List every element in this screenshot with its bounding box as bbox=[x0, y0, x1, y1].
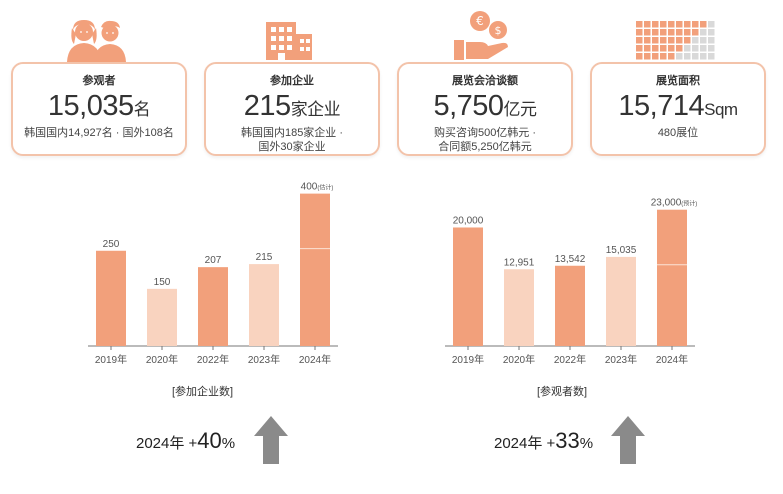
stat-subtext: 韩国国内185家企业 · bbox=[240, 127, 344, 139]
companies-chart-title: [参加企业数] bbox=[172, 386, 234, 398]
stat-value: 215家企业 bbox=[243, 90, 341, 122]
stat-subtext: 韩国国内14,927名 · 国外108名 bbox=[24, 127, 174, 139]
companies-bar-chart: 250 2019年 150 2020年 207 2022年 215 2023年 400(估计) 2… bbox=[80, 168, 340, 376]
bar-2023年 bbox=[249, 264, 279, 346]
stat-subtext: 购买咨询500亿韩元 · bbox=[433, 127, 537, 139]
stat-subtext-2: 国外30家企业 bbox=[258, 141, 326, 153]
stat-value: 15,714Sqm bbox=[618, 90, 738, 122]
stat-card-visitors: 参观者 15,035名 韩国国内14,927名 · 国外108名 bbox=[11, 62, 187, 156]
stat-title: 参加企业 bbox=[270, 75, 314, 87]
visitors-bar-chart: 20,000 2019年 12,951 2020年 13,542 2022年 15,035 2… bbox=[437, 168, 697, 376]
bar-2022年 bbox=[198, 267, 228, 346]
bar-2020年 bbox=[147, 288, 177, 346]
stat-title: 参观者 bbox=[82, 75, 116, 87]
stat-title: 展览会洽谈额 bbox=[452, 75, 518, 87]
x-tick-label: 2024年 bbox=[299, 353, 331, 366]
x-tick-label: 2020年 bbox=[146, 353, 178, 366]
bar-2024年 bbox=[657, 209, 687, 346]
stat-value: 15,035名 bbox=[47, 90, 151, 122]
data-label: 400(估计) bbox=[301, 182, 334, 193]
booth-grid-icon bbox=[636, 21, 715, 60]
stat-value: 5,750亿元 bbox=[433, 90, 537, 122]
stat-card-area: 展览面积 15,714Sqm 480展位 bbox=[590, 62, 766, 156]
data-label: 23,000(预计) bbox=[651, 198, 697, 209]
x-tick-label: 2019年 bbox=[95, 353, 127, 366]
people-icon bbox=[67, 20, 126, 62]
bar-2020年 bbox=[504, 269, 534, 346]
companies-growth: 2024年 +40% bbox=[136, 428, 236, 453]
x-tick-label: 2019年 bbox=[452, 353, 484, 366]
x-tick-label: 2023年 bbox=[605, 353, 637, 366]
data-label: 207 bbox=[205, 255, 222, 266]
data-label: 13,542 bbox=[555, 254, 586, 265]
data-label: 15,035 bbox=[606, 245, 637, 256]
data-label: 250 bbox=[103, 239, 120, 250]
x-tick-label: 2020年 bbox=[503, 353, 535, 366]
stat-card-companies: 参加企业 215家企业 韩国国内185家企业 · 国外30家企业 bbox=[204, 62, 380, 156]
bar-2022年 bbox=[555, 265, 585, 346]
stat-title: 展览面积 bbox=[656, 75, 700, 87]
bar-2019年 bbox=[96, 250, 126, 346]
x-tick-label: 2022年 bbox=[554, 353, 586, 366]
bar-2019年 bbox=[453, 227, 483, 346]
bar-2023年 bbox=[606, 256, 636, 346]
data-label: 12,951 bbox=[504, 257, 535, 268]
svg-text:€: € bbox=[476, 14, 484, 28]
up-arrow-icon bbox=[254, 416, 288, 464]
stat-card-deals: 展览会洽谈额 5,750亿元 购买咨询500亿韩元 · 合同额5,250亿韩元 bbox=[397, 62, 573, 156]
data-label: 215 bbox=[256, 252, 273, 263]
visitors-chart-title: [参观者数] bbox=[537, 386, 588, 398]
up-arrow-icon bbox=[611, 416, 645, 464]
money-icon: € $ bbox=[454, 11, 508, 60]
bar-2024年 bbox=[300, 193, 330, 346]
building-icon bbox=[266, 22, 312, 60]
svg-text:$: $ bbox=[495, 24, 502, 37]
data-label: 20,000 bbox=[453, 215, 484, 226]
visitors-growth: 2024年 +33% bbox=[494, 428, 594, 453]
stat-subtext: 480展位 bbox=[657, 127, 699, 139]
x-tick-label: 2024年 bbox=[656, 353, 688, 366]
x-tick-label: 2023年 bbox=[248, 353, 280, 366]
x-tick-label: 2022年 bbox=[197, 353, 229, 366]
data-label: 150 bbox=[154, 277, 171, 288]
stat-subtext-2: 合同额5,250亿韩元 bbox=[438, 141, 532, 153]
